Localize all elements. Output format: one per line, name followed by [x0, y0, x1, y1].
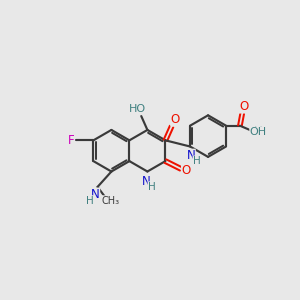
Text: H: H: [193, 156, 201, 166]
Text: F: F: [68, 134, 74, 147]
Text: N: N: [186, 149, 195, 162]
Text: HO: HO: [129, 104, 146, 114]
Text: O: O: [171, 113, 180, 126]
Text: OH: OH: [250, 127, 267, 137]
Text: N: N: [142, 175, 150, 188]
Text: O: O: [182, 164, 191, 177]
Text: H: H: [254, 125, 263, 138]
Text: H: H: [148, 182, 156, 192]
Text: H: H: [86, 196, 94, 206]
Text: CH₃: CH₃: [102, 196, 120, 206]
Text: O: O: [239, 100, 248, 113]
Text: N: N: [91, 188, 100, 201]
